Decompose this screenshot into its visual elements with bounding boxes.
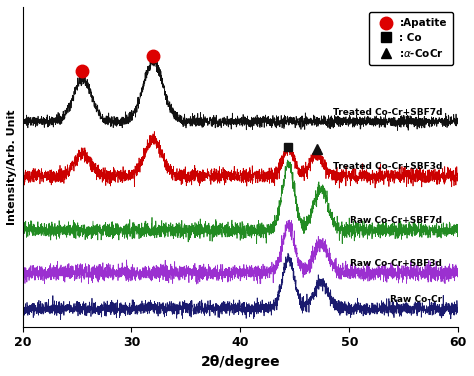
Legend: :Apatite, : Co, :$\alpha$-CoCr: :Apatite, : Co, :$\alpha$-CoCr	[369, 12, 453, 65]
Text: Raw Co-Cr+SBF7d: Raw Co-Cr+SBF7d	[350, 217, 442, 225]
Y-axis label: Intensity/Arb. Unit: Intensity/Arb. Unit	[7, 109, 17, 224]
Text: Treated Co-Cr+SBF3d: Treated Co-Cr+SBF3d	[333, 162, 442, 171]
X-axis label: 2θ/degree: 2θ/degree	[201, 355, 280, 369]
Text: Raw Co-Cr+SBF3d: Raw Co-Cr+SBF3d	[350, 259, 442, 268]
Text: Treated Co-Cr+SBF7d: Treated Co-Cr+SBF7d	[333, 108, 442, 117]
Text: Raw Co-Cr: Raw Co-Cr	[390, 295, 442, 304]
